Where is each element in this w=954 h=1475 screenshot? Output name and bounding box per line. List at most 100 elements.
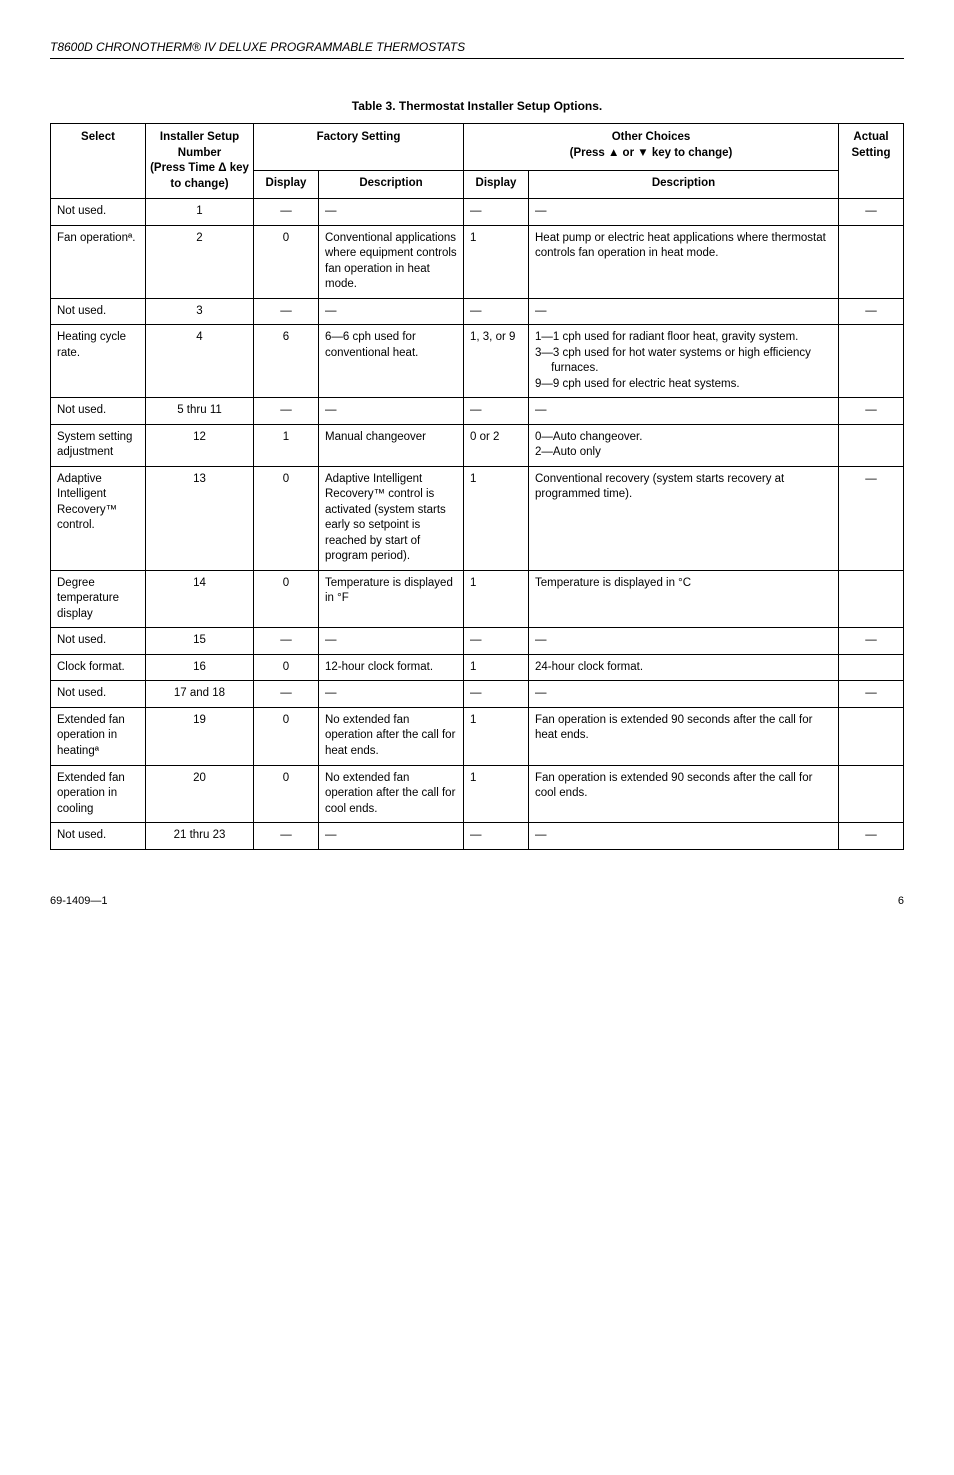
document-header: T8600D CHRONOTHERM® IV DELUXE PROGRAMMAB… — [50, 40, 904, 59]
table-cell: — — [254, 199, 319, 226]
table-row: Heating cycle rate.466—6 cph used for co… — [51, 325, 904, 398]
table-cell: Extended fan operation in heatingª — [51, 707, 146, 765]
table-cell: 0 — [254, 570, 319, 628]
table-cell: 19 — [146, 707, 254, 765]
table-cell: 6—6 cph used for conventional heat. — [319, 325, 464, 398]
col-other-description: Description — [529, 170, 839, 198]
table-cell: 0 or 2 — [464, 424, 529, 466]
table-cell: Temperature is displayed in °F — [319, 570, 464, 628]
table-cell: 12 — [146, 424, 254, 466]
table-cell: 13 — [146, 466, 254, 570]
table-cell: — — [254, 628, 319, 655]
table-cell: — — [319, 681, 464, 708]
table-cell: — — [464, 199, 529, 226]
col-other-choices: Other Choices (Press ▲ or ▼ key to chang… — [464, 124, 839, 171]
table-cell: 1, 3, or 9 — [464, 325, 529, 398]
table-row: Fan operationª.20Conventional applicatio… — [51, 225, 904, 298]
table-cell — [839, 765, 904, 823]
table-cell: — — [254, 823, 319, 850]
table-cell: 0—Auto changeover. 2—Auto only — [529, 424, 839, 466]
table-cell: 14 — [146, 570, 254, 628]
table-cell: No extended fan operation after the call… — [319, 765, 464, 823]
table-cell: 0 — [254, 225, 319, 298]
table-row: Not used.3————— — [51, 298, 904, 325]
list-item: 9—9 cph used for electric heat systems. — [535, 377, 832, 393]
table-cell: 24-hour clock format. — [529, 654, 839, 681]
table-cell: Conventional recovery (system starts rec… — [529, 466, 839, 570]
table-row: Extended fan operation in heatingª190No … — [51, 707, 904, 765]
table-cell: 3 — [146, 298, 254, 325]
table-cell: Heating cycle rate. — [51, 325, 146, 398]
table-cell: Manual changeover — [319, 424, 464, 466]
col-select: Select — [51, 124, 146, 199]
table-cell: 20 — [146, 765, 254, 823]
table-cell: 0 — [254, 765, 319, 823]
table-cell: 5 thru 11 — [146, 398, 254, 425]
table-cell — [839, 225, 904, 298]
table-cell: 1 — [146, 199, 254, 226]
table-cell: 15 — [146, 628, 254, 655]
table-cell: Not used. — [51, 628, 146, 655]
table-cell: 1 — [464, 654, 529, 681]
table-cell: Conventional applications where equipmen… — [319, 225, 464, 298]
table-cell: — — [529, 298, 839, 325]
table-cell — [839, 325, 904, 398]
table-cell: — — [839, 681, 904, 708]
table-cell: 16 — [146, 654, 254, 681]
col-installer-number: Installer Setup Number (Press Time Δ key… — [146, 124, 254, 199]
col-factory-display: Display — [254, 170, 319, 198]
table-row: System setting adjustment121Manual chang… — [51, 424, 904, 466]
table-cell: — — [839, 823, 904, 850]
table-cell: Extended fan operation in cooling — [51, 765, 146, 823]
table-cell: Adaptive Intelligent Recovery™ control. — [51, 466, 146, 570]
table-cell: — — [319, 628, 464, 655]
table-cell: 1 — [464, 707, 529, 765]
table-row: Not used.17 and 18————— — [51, 681, 904, 708]
table-cell: 21 thru 23 — [146, 823, 254, 850]
table-cell: Not used. — [51, 398, 146, 425]
table-row: Not used.15————— — [51, 628, 904, 655]
table-cell: 0 — [254, 654, 319, 681]
table-cell — [839, 424, 904, 466]
table-cell: 4 — [146, 325, 254, 398]
page-footer: 69-1409—1 6 — [50, 895, 904, 907]
setup-options-table: Select Installer Setup Number (Press Tim… — [50, 123, 904, 850]
footer-page-number: 6 — [898, 895, 904, 907]
table-cell: Heat pump or electric heat applications … — [529, 225, 839, 298]
table-row: Clock format.16012-hour clock format.124… — [51, 654, 904, 681]
table-cell: 1 — [464, 765, 529, 823]
table-cell: 1—1 cph used for radiant floor heat, gra… — [529, 325, 839, 398]
table-cell: — — [319, 199, 464, 226]
table-cell: Adaptive Intelligent Recovery™ control i… — [319, 466, 464, 570]
table-cell — [839, 654, 904, 681]
table-cell: — — [254, 681, 319, 708]
list-item: 1—1 cph used for radiant floor heat, gra… — [535, 330, 832, 346]
table-cell: — — [839, 298, 904, 325]
table-cell: — — [464, 398, 529, 425]
table-cell: 1 — [254, 424, 319, 466]
table-row: Degree temperature display140Temperature… — [51, 570, 904, 628]
table-cell — [839, 570, 904, 628]
table-cell: Temperature is displayed in °C — [529, 570, 839, 628]
table-cell: Not used. — [51, 823, 146, 850]
table-cell: 1 — [464, 225, 529, 298]
table-cell: 0 — [254, 466, 319, 570]
table-cell: System setting adjustment — [51, 424, 146, 466]
table-cell: — — [839, 199, 904, 226]
table-cell: — — [254, 298, 319, 325]
table-cell: — — [464, 298, 529, 325]
table-cell: — — [529, 628, 839, 655]
table-row: Not used.5 thru 11————— — [51, 398, 904, 425]
table-cell: Not used. — [51, 298, 146, 325]
table-cell: Fan operation is extended 90 seconds aft… — [529, 765, 839, 823]
table-row: Not used.21 thru 23————— — [51, 823, 904, 850]
table-cell: — — [464, 823, 529, 850]
table-row: Not used.1————— — [51, 199, 904, 226]
table-cell: Not used. — [51, 199, 146, 226]
table-cell: — — [839, 628, 904, 655]
table-caption: Table 3. Thermostat Installer Setup Opti… — [50, 99, 904, 113]
col-actual-setting: Actual Setting — [839, 124, 904, 199]
table-cell: Not used. — [51, 681, 146, 708]
col-other-display: Display — [464, 170, 529, 198]
table-cell: — — [529, 681, 839, 708]
